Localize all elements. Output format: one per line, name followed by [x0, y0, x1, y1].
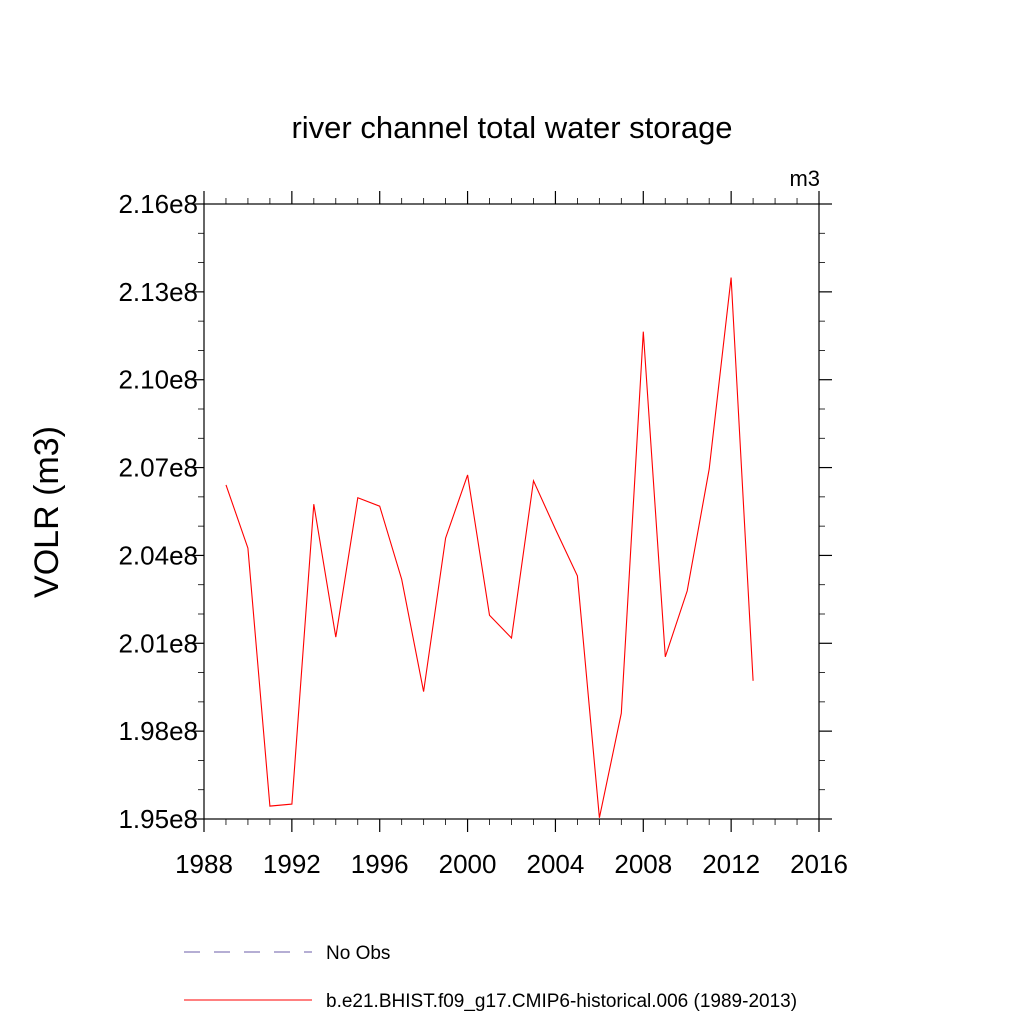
y-tick-label: 2.07e8 [118, 453, 198, 483]
y-tick-label: 2.01e8 [118, 628, 198, 658]
x-tick-label: 2004 [527, 849, 585, 879]
legend: No Obs b.e21.BHIST.f09_g17.CMIP6-historic… [184, 943, 797, 1012]
legend-label-0: No Obs [326, 943, 390, 964]
series-line-0 [225, 277, 754, 818]
y-tick-labels: 1.95e8 1.98e8 2.01e8 2.04e8 2.07e8 2.10e8 2.13… [118, 189, 198, 834]
plot-frame [203, 203, 820, 820]
y-tick-label: 2.13e8 [118, 277, 198, 307]
x-tick-label: 2008 [614, 849, 672, 879]
y-tick-label: 2.04e8 [118, 540, 198, 570]
y-tick-label: 2.16e8 [118, 189, 198, 219]
x-tick-labels: 1988 1992 1996 2000 2004 2008 2012 2016 [175, 849, 848, 879]
axis-ticks [191, 191, 832, 832]
x-tick-label: 2016 [790, 849, 848, 879]
legend-label-1: b.e21.BHIST.f09_g17.CMIP6-historical.006… [326, 991, 797, 1012]
y-axis-label: VOLR (m3) [28, 426, 66, 598]
y-tick-label: 1.98e8 [118, 716, 198, 746]
x-tick-label: 1988 [175, 849, 233, 879]
chart-title: river channel total water storage [291, 110, 732, 145]
units-label: m3 [789, 166, 820, 191]
x-tick-label: 2000 [439, 849, 497, 879]
x-tick-label: 1996 [351, 849, 409, 879]
series-layer [225, 277, 754, 818]
x-tick-label: 1992 [263, 849, 321, 879]
x-tick-label: 2012 [702, 849, 760, 879]
y-tick-label: 2.10e8 [118, 365, 198, 395]
y-tick-label: 1.95e8 [118, 804, 198, 834]
